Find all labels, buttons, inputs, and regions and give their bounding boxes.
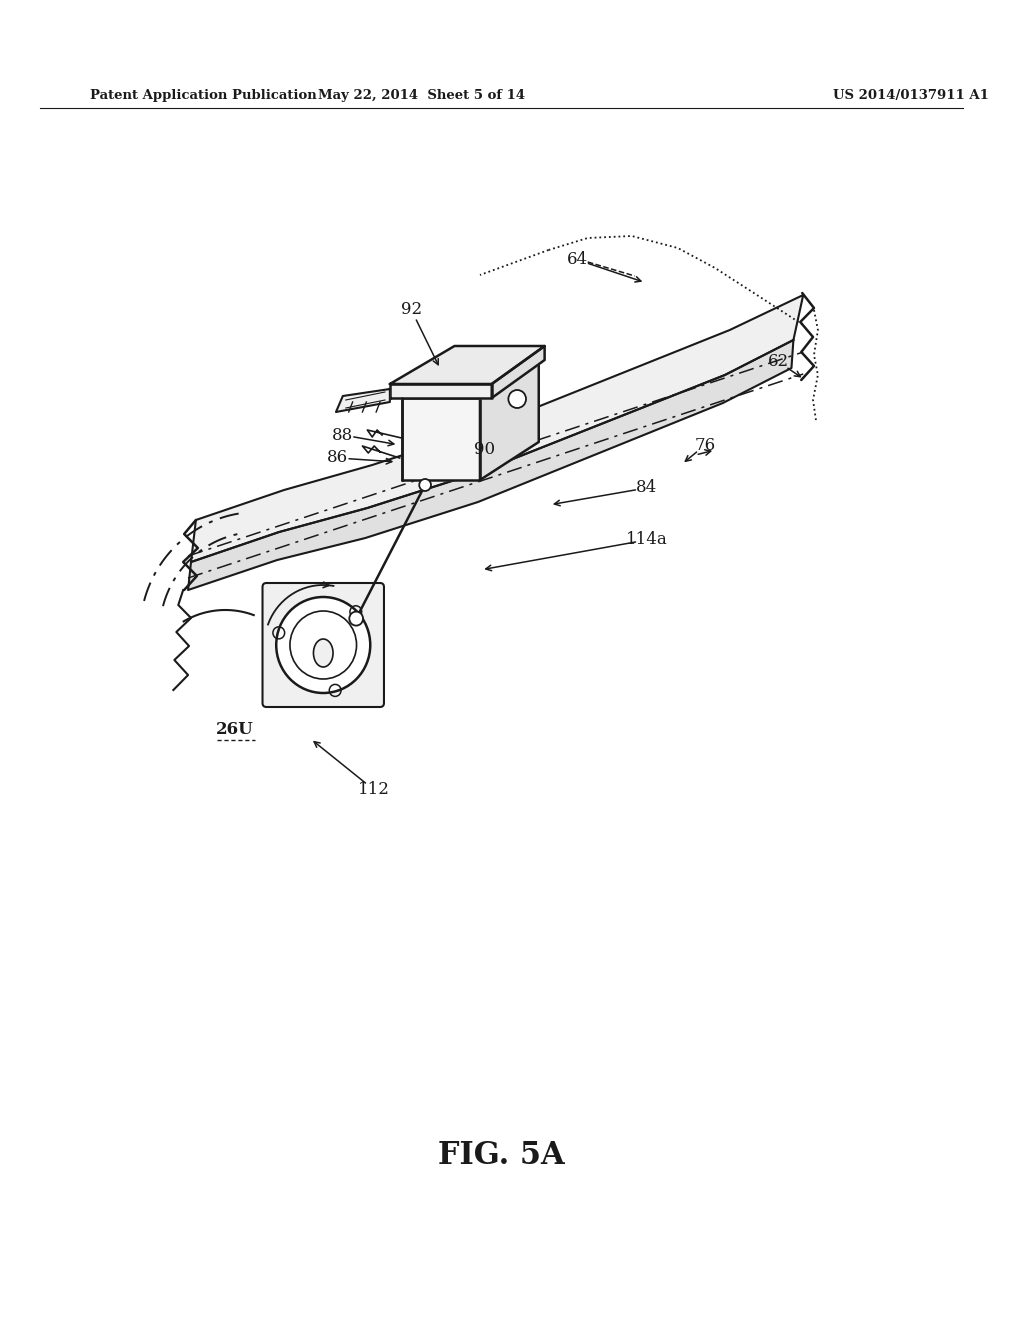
- Circle shape: [349, 611, 364, 626]
- Text: 76: 76: [694, 437, 716, 454]
- Text: Patent Application Publication: Patent Application Publication: [90, 88, 317, 102]
- Text: 112: 112: [358, 781, 390, 799]
- Polygon shape: [191, 294, 803, 562]
- Text: 86: 86: [328, 450, 348, 466]
- Polygon shape: [401, 360, 539, 399]
- Polygon shape: [336, 389, 390, 412]
- Polygon shape: [492, 346, 545, 399]
- Text: 92: 92: [400, 301, 422, 318]
- Polygon shape: [390, 384, 492, 399]
- Polygon shape: [188, 341, 794, 590]
- Circle shape: [419, 479, 431, 491]
- Circle shape: [276, 597, 371, 693]
- Polygon shape: [480, 360, 539, 480]
- Text: 114a: 114a: [626, 532, 668, 549]
- Text: US 2014/0137911 A1: US 2014/0137911 A1: [833, 88, 988, 102]
- Circle shape: [508, 389, 526, 408]
- Text: 84: 84: [636, 479, 657, 496]
- Text: 26U: 26U: [216, 722, 254, 738]
- Text: 90: 90: [474, 441, 496, 458]
- Text: 88: 88: [332, 426, 353, 444]
- Ellipse shape: [313, 639, 333, 667]
- Polygon shape: [401, 399, 480, 480]
- FancyBboxPatch shape: [262, 583, 384, 708]
- Text: May 22, 2014  Sheet 5 of 14: May 22, 2014 Sheet 5 of 14: [317, 88, 525, 102]
- Text: 62: 62: [768, 354, 790, 371]
- Polygon shape: [390, 346, 545, 384]
- Text: FIG. 5A: FIG. 5A: [438, 1139, 565, 1171]
- Text: 64: 64: [567, 252, 589, 268]
